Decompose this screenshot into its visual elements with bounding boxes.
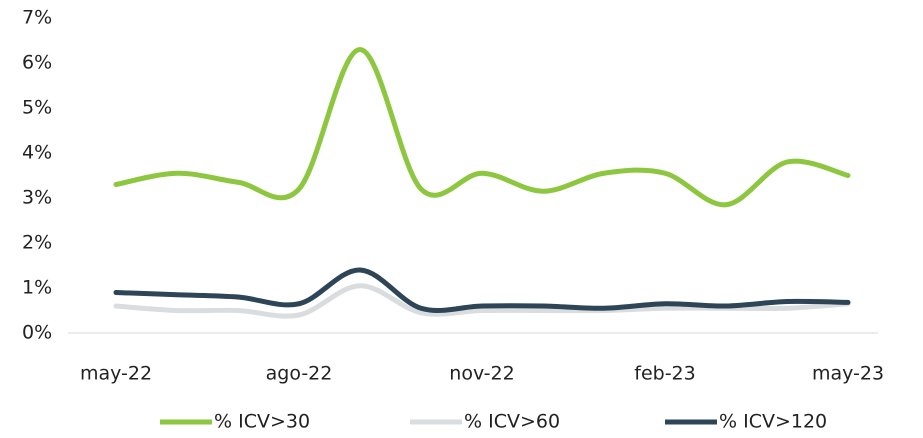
series-line — [113, 267, 851, 313]
y-tick-label: 0% — [22, 322, 52, 344]
legend-label: % ICV>60 — [464, 411, 560, 433]
x-tick-label: nov-22 — [449, 363, 514, 385]
x-tick-label: may-23 — [812, 363, 884, 385]
legend-label: % ICV>120 — [719, 411, 827, 433]
y-tick-label: 7% — [22, 7, 52, 29]
y-tick-label: 3% — [22, 187, 52, 209]
series-line — [113, 46, 851, 208]
legend-label: % ICV>30 — [214, 411, 310, 433]
y-tick-label: 4% — [22, 142, 52, 164]
x-tick-label: feb-23 — [634, 363, 695, 385]
y-tick-label: 6% — [22, 52, 52, 74]
y-tick-label: 2% — [22, 232, 52, 254]
y-tick-label: 5% — [22, 97, 52, 119]
series-line — [113, 283, 851, 319]
x-tick-label: ago-22 — [266, 363, 333, 385]
y-tick-label: 1% — [22, 277, 52, 299]
x-tick-label: may-22 — [80, 363, 152, 385]
